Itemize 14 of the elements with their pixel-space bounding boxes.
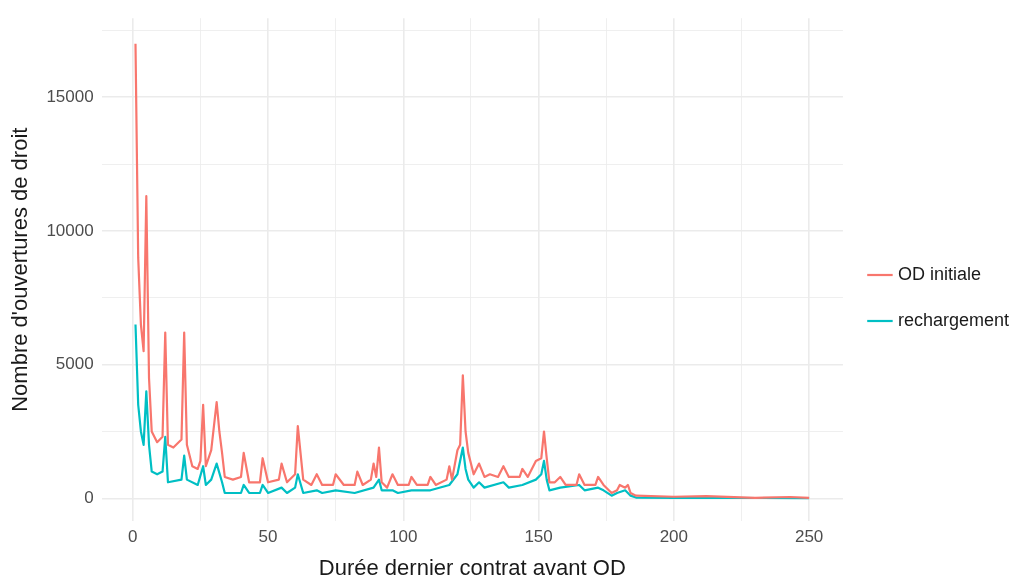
y-tick-label: 15000 [46,86,94,106]
legend-label: OD initiale [897,263,981,284]
x-tick-label: 200 [659,527,689,547]
x-tick-label: 50 [258,527,278,547]
x-tick-label: 100 [389,527,418,547]
x-tick-label: 0 [128,527,138,547]
y-axis-title: Nombre d'ouvertures de droit [7,127,33,412]
x-tick-label: 250 [794,527,824,547]
y-tick-label: 0 [84,488,94,508]
x-axis-title: Durée dernier contrat avant OD [318,554,626,580]
y-tick-label: 10000 [46,220,94,240]
y-tick-label: 5000 [55,354,94,374]
legend-label: rechargement [897,309,1009,330]
x-tick-label: 150 [524,527,553,547]
